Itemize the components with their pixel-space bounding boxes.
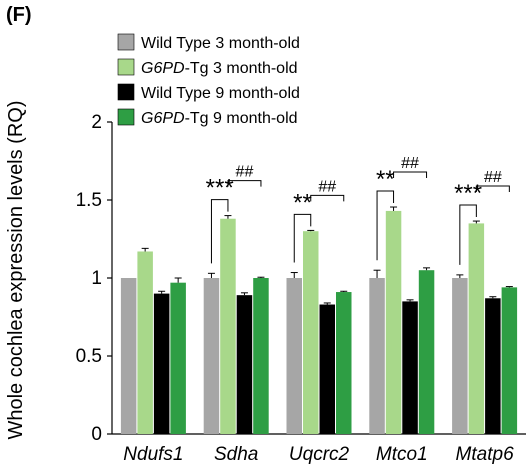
bar	[418, 270, 435, 434]
y-axis-label: Whole cochlea expression levels (RQ)	[5, 100, 27, 439]
bar	[303, 231, 319, 434]
significance-label: ##	[318, 178, 336, 195]
bar	[402, 301, 418, 434]
bar	[286, 278, 302, 434]
x-tick-label: Mtco1	[376, 444, 428, 465]
x-tick-label: Ndufs1	[123, 444, 183, 465]
y-tick-label: 2	[91, 112, 102, 133]
significance-bracket	[293, 213, 312, 263]
x-tick-label: Uqcrc2	[289, 444, 350, 465]
significance-bracket	[210, 199, 229, 264]
bar	[253, 278, 269, 434]
significance-bracket	[227, 180, 262, 187]
significance-label: ##	[401, 155, 419, 172]
significance-label: **	[293, 189, 312, 216]
bar	[170, 282, 186, 434]
legend-label: G6PD-Tg 9 month-old	[141, 110, 298, 127]
significance-bracket	[459, 204, 477, 265]
legend-label: Wild Type 9 month-old	[141, 85, 300, 102]
bar	[220, 218, 236, 434]
bar	[236, 295, 253, 434]
x-tick-label: Mtatp6	[456, 444, 515, 465]
bar	[385, 210, 402, 434]
bar	[369, 278, 385, 434]
y-tick-label: 0	[91, 424, 102, 445]
legend-label: G6PD-Tg 3 month-old	[141, 60, 298, 77]
bar	[319, 304, 335, 434]
bar	[468, 223, 485, 434]
significance-label: ***	[454, 180, 482, 207]
y-tick-label: 0.5	[76, 346, 102, 367]
bar	[120, 278, 137, 434]
bar	[501, 287, 518, 434]
significance-label: ***	[206, 175, 234, 202]
legend-label: Wild Type 3 month-old	[141, 35, 300, 52]
significance-bracket	[310, 194, 345, 202]
significance-label: **	[376, 166, 395, 193]
legend-swatch	[117, 33, 135, 51]
x-tick-label: Sdha	[214, 444, 258, 465]
significance-label: ##	[484, 169, 502, 186]
significance-bracket	[475, 185, 510, 193]
significance-label: ##	[236, 164, 254, 181]
y-tick-label: 1.5	[76, 190, 102, 211]
legend-swatch	[117, 58, 135, 76]
bar	[153, 293, 170, 434]
y-tick-label: 1	[91, 268, 102, 289]
legend-swatch	[117, 83, 135, 101]
bar	[452, 278, 468, 434]
bar	[485, 298, 501, 434]
significance-bracket	[376, 190, 395, 261]
significance-bracket	[393, 171, 428, 179]
bar	[137, 251, 153, 434]
panel-label: (F)	[6, 4, 32, 26]
bar	[203, 278, 220, 434]
legend-swatch	[117, 108, 135, 126]
bar	[336, 292, 352, 434]
